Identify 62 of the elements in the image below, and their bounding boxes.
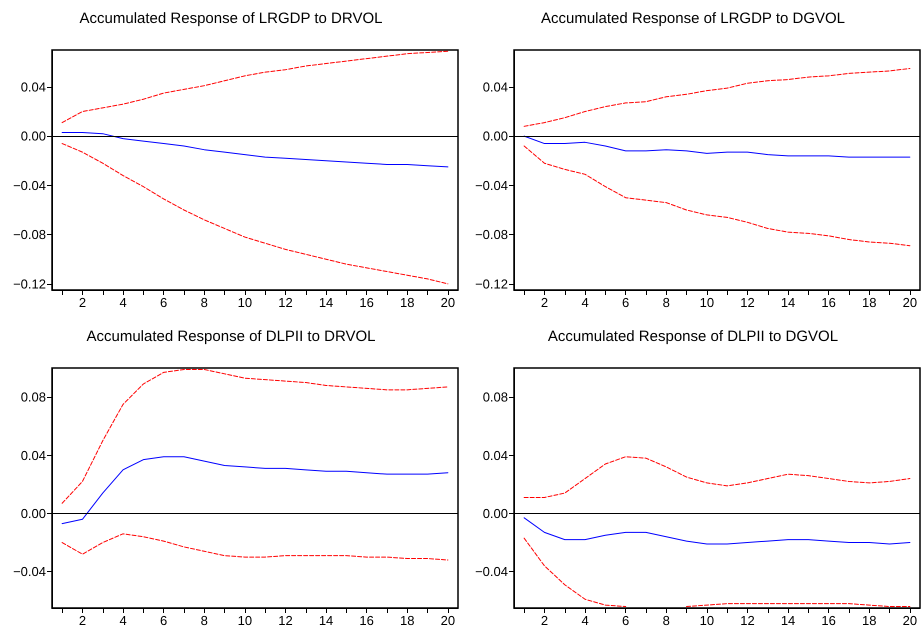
y-tick-label: 0.00 [482,506,508,521]
chart-title: Accumulated Response of DLPII to DRVOL [86,328,376,345]
x-tick-label: 6 [622,295,630,310]
x-tick-label: 10 [700,295,714,310]
x-tick-label: 16 [821,295,836,310]
x-tick-label: 16 [359,295,374,310]
x-tick-label: 18 [400,295,414,310]
x-tick-label: 20 [902,613,918,628]
x-tick-label: 8 [200,295,208,310]
x-tick-label: 8 [200,613,208,628]
chart-title: Accumulated Response of LRGDP to DGVOL [540,10,846,27]
x-tick-label: 18 [862,613,876,628]
x-tick-label: 10 [238,295,252,310]
x-tick-label: 2 [78,613,86,628]
x-tick-label: 4 [581,613,589,628]
x-tick-label: 12 [278,295,293,310]
x-tick-label: 18 [862,295,876,310]
x-tick-label: 8 [662,295,670,310]
x-tick-label: 16 [821,613,836,628]
y-tick-label: −0.08 [13,227,46,242]
x-tick-label: 4 [581,295,589,310]
x-tick-label: 10 [700,613,714,628]
y-tick-label: 0.04 [482,79,508,94]
y-tick-label: −0.08 [475,227,508,242]
x-tick-label: 4 [119,613,127,628]
x-tick-label: 16 [359,613,374,628]
y-tick-label: 0.04 [20,79,46,94]
x-tick-label: 14 [780,613,796,628]
x-tick-label: 6 [160,295,168,310]
x-tick-label: 2 [78,295,86,310]
x-tick-label: 6 [622,613,630,628]
y-tick-label: 0.00 [20,506,46,521]
x-tick-label: 12 [278,613,293,628]
x-tick-label: 2 [540,295,548,310]
y-tick-label: 0.08 [20,390,46,405]
x-tick-label: 20 [440,295,456,310]
x-tick-label: 14 [318,613,334,628]
x-tick-label: 14 [780,295,796,310]
x-tick-label: 2 [540,613,548,628]
y-tick-label: −0.04 [13,564,46,580]
y-tick-label: −0.04 [13,178,46,193]
y-tick-label: −0.04 [475,178,508,193]
x-tick-label: 20 [902,295,918,310]
chart-title: Accumulated Response of DLPII to DGVOL [548,328,838,345]
y-tick-label: −0.12 [475,276,508,292]
x-tick-label: 12 [740,295,755,310]
x-tick-label: 14 [318,295,334,310]
x-tick-label: 12 [740,613,755,628]
y-tick-label: 0.00 [482,128,508,144]
y-tick-label: −0.04 [475,564,508,580]
x-tick-label: 6 [160,613,168,628]
x-tick-label: 8 [662,613,670,628]
y-tick-label: 0.04 [20,448,46,463]
y-tick-label: −0.12 [13,276,46,292]
x-tick-label: 10 [238,613,252,628]
y-tick-label: 0.00 [20,128,46,144]
y-tick-label: 0.04 [482,448,508,463]
y-tick-label: 0.08 [482,390,508,405]
x-tick-label: 18 [400,613,414,628]
x-tick-label: 4 [119,295,127,310]
chart-title: Accumulated Response of LRGDP to DRVOL [80,10,382,27]
x-tick-label: 20 [440,613,456,628]
